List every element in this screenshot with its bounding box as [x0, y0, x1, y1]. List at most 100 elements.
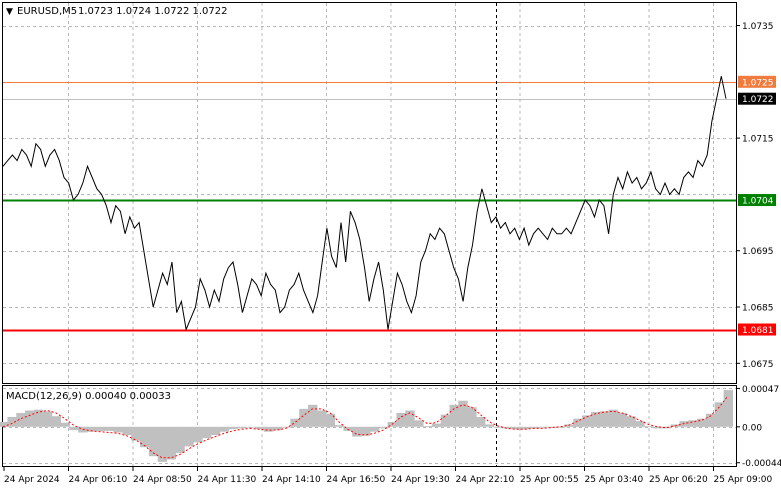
macd-bar: [723, 390, 733, 427]
macd-bar: [193, 426, 203, 443]
macd-bar: [582, 415, 592, 427]
macd-bar: [316, 410, 327, 427]
macd-bar: [476, 417, 486, 427]
macd-bar: [228, 426, 238, 430]
macd-bar: [661, 426, 672, 429]
macd-bar: [246, 426, 256, 428]
macd-bar: [449, 404, 459, 427]
macd-bar: [529, 426, 539, 429]
macd-bar: [122, 426, 132, 435]
macd-bar: [705, 413, 716, 427]
macd-bar: [617, 412, 627, 427]
price-tag-1.0704: [738, 194, 776, 207]
macd-tick-label: -0.00044: [742, 459, 781, 469]
macd-bar: [537, 426, 548, 428]
macd-tick-label: 0.00047: [742, 385, 779, 395]
price-tag-1.0681: [738, 323, 776, 336]
time-tick-label: 25 Apr 06:20: [649, 475, 708, 485]
price-line: [2, 76, 727, 332]
price-tick-label: 1.0715: [742, 135, 774, 145]
header-arrow[interactable]: ▼: [6, 7, 13, 17]
macd-bar: [272, 426, 283, 431]
horizontal-levels: [3, 82, 736, 332]
macd-bar: [343, 426, 353, 431]
macd-bar: [210, 426, 221, 435]
price-tick-label: 1.0695: [742, 247, 774, 257]
macd-bar: [502, 426, 512, 429]
price-tag-label: 1.0681: [742, 326, 774, 336]
macd-bar: [51, 416, 61, 427]
macd-bar: [405, 410, 415, 427]
time-axis: 24 Apr 2024 24 Apr 06:10 24 Apr 08:50 24 Ap…: [3, 467, 773, 485]
macd-bar: [361, 426, 371, 436]
symbol-label: EURUSD,M5: [17, 6, 77, 17]
macd-bar: [493, 426, 504, 428]
macd-bar: [423, 426, 433, 427]
macd-bar: [484, 424, 495, 427]
macd-bar: [591, 412, 601, 427]
macd-bar: [599, 411, 610, 427]
time-tick-label: 24 Apr 16:50: [327, 475, 386, 485]
macd-bar: [175, 426, 185, 453]
macd-bar: [299, 408, 309, 427]
price-tick-label: 1.0685: [742, 304, 774, 314]
macd-bar: [520, 426, 530, 430]
macd-bar: [201, 426, 212, 439]
macd-bar: [290, 418, 300, 427]
macd-bar: [652, 426, 663, 429]
macd-bar: [369, 426, 380, 432]
macd-bar: [33, 409, 44, 427]
macd-bar: [396, 412, 406, 427]
time-tick-label: 24 Apr 14:10: [262, 475, 321, 485]
time-tick-label: 24 Apr 2024: [4, 475, 60, 485]
macd-bar: [431, 423, 442, 427]
macd-bar: [352, 426, 362, 437]
macd-bar: [237, 426, 247, 429]
macd-bar: [440, 414, 451, 427]
macd-bar: [378, 426, 389, 429]
macd-axis: 0.00047 0.00 -0.00044: [736, 385, 781, 469]
macd-bar: [87, 426, 97, 432]
macd-bar: [511, 426, 521, 430]
price-panel-frame: [2, 2, 737, 384]
macd-bar: [255, 426, 265, 430]
macd-bar: [714, 402, 725, 427]
time-tick-label: 25 Apr 03:40: [585, 475, 644, 485]
price-tag-label: 1.0722: [742, 95, 774, 105]
macd-bar: [688, 420, 698, 427]
macd-bar: [95, 426, 106, 431]
price-tag-1.0725: [738, 75, 776, 88]
macd-bar: [458, 400, 468, 427]
time-tick-label: 24 Apr 11:30: [198, 475, 257, 485]
macd-bar: [104, 426, 115, 431]
macd-bar: [166, 426, 176, 460]
macd-bar: [25, 410, 35, 427]
macd-bar: [635, 421, 645, 427]
macd-bar: [42, 411, 53, 427]
ohlc-values: 1.0723 1.0724 1.0722 1.0722: [78, 6, 228, 17]
macd-bar: [325, 413, 336, 427]
time-tick-label: 24 Apr 06:10: [69, 475, 128, 485]
price-tick-label: 1.0735: [742, 22, 774, 32]
macd-bar: [148, 426, 159, 457]
time-tick-label: 24 Apr 19:30: [391, 475, 450, 485]
macd-bar: [60, 422, 70, 427]
macd-bar: [626, 416, 636, 427]
macd-bar: [308, 404, 318, 427]
macd-bar: [263, 426, 274, 432]
macd-bar: [608, 409, 618, 427]
macd-bar: [555, 426, 565, 428]
macd-bar: [219, 426, 229, 432]
macd-bar: [69, 426, 79, 431]
macd-bar: [281, 426, 291, 428]
time-tick-label: 24 Apr 08:50: [133, 475, 192, 485]
macd-bar: [131, 426, 141, 441]
macd-bar: [0, 421, 8, 427]
price-tag-1.0722: [738, 92, 776, 105]
macd-bar: [697, 418, 707, 427]
macd-bar: [140, 426, 150, 448]
macd-bar: [184, 426, 194, 447]
time-tick-label: 25 Apr 09:00: [714, 475, 773, 485]
macd-bar: [113, 426, 123, 433]
macd-tick-label: 0.00: [742, 423, 762, 433]
